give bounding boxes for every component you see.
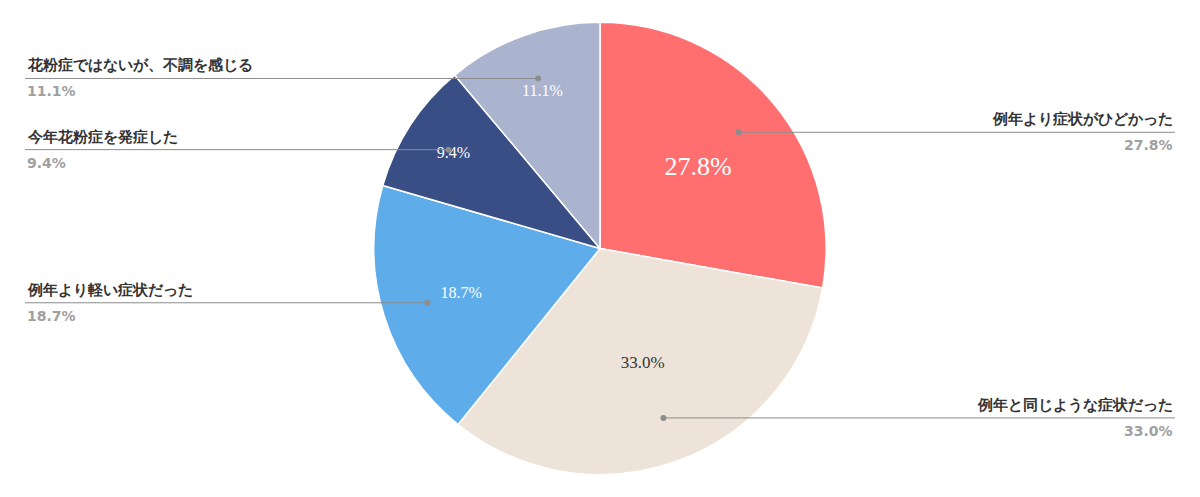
svg-text:18.7%: 18.7% xyxy=(27,308,76,324)
svg-text:27.8%: 27.8% xyxy=(665,152,732,181)
svg-text:33.0%: 33.0% xyxy=(1124,423,1173,439)
svg-text:33.0%: 33.0% xyxy=(621,353,665,372)
svg-text:11.1%: 11.1% xyxy=(27,83,76,99)
svg-text:27.8%: 27.8% xyxy=(1124,137,1173,153)
svg-text:9.4%: 9.4% xyxy=(27,155,66,171)
svg-text:11.1%: 11.1% xyxy=(522,82,563,99)
svg-text:例年より軽い症状だった: 例年より軽い症状だった xyxy=(27,281,193,299)
svg-text:今年花粉症を発症した: 今年花粉症を発症した xyxy=(27,128,178,146)
svg-text:例年と同じような症状だった: 例年と同じような症状だった xyxy=(977,396,1173,414)
svg-text:花粉症ではないが、不調を感じる: 花粉症ではないが、不調を感じる xyxy=(27,56,253,74)
svg-text:18.7%: 18.7% xyxy=(441,284,482,301)
svg-text:9.4%: 9.4% xyxy=(437,144,470,161)
svg-text:例年より症状がひどかった: 例年より症状がひどかった xyxy=(992,110,1173,128)
